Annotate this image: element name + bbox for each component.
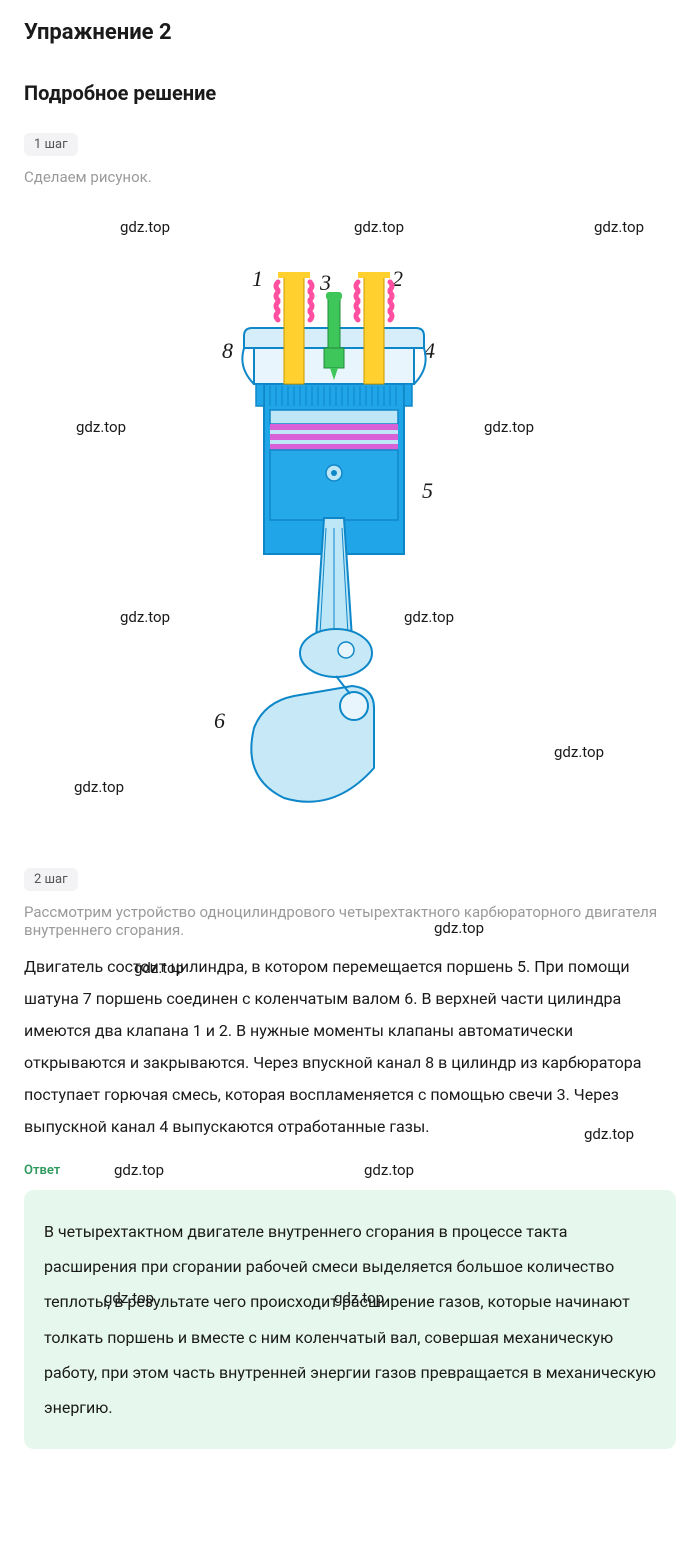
watermark: gdz.top bbox=[120, 218, 170, 236]
watermark: gdz.top bbox=[594, 218, 644, 236]
engine-svg bbox=[224, 258, 444, 818]
step2-badge: 2 шаг bbox=[24, 868, 78, 891]
watermark: gdz.top bbox=[364, 1161, 414, 1179]
watermark: gdz.top bbox=[74, 778, 124, 796]
step2-caption: Рассмотрим устройство одноцилиндрового ч… bbox=[24, 903, 676, 939]
exercise-title: Упражнение 2 bbox=[24, 20, 676, 45]
watermark: gdz.top bbox=[134, 959, 184, 977]
watermark: gdz.top bbox=[484, 418, 534, 436]
watermark: gdz.top bbox=[554, 743, 604, 761]
watermark: gdz.top bbox=[334, 1282, 384, 1315]
solution-title: Подробное решение bbox=[24, 81, 676, 105]
answer-box: В четырехтактном двигателе внутреннего с… bbox=[24, 1190, 676, 1449]
watermark: gdz.top bbox=[104, 1282, 154, 1315]
answer-text: В четырехтактном двигателе внутреннего с… bbox=[44, 1222, 656, 1417]
step2-body: Двигатель состоит цилиндра, в котором пе… bbox=[24, 951, 676, 1143]
watermark: gdz.top bbox=[76, 418, 126, 436]
watermark: gdz.top bbox=[354, 218, 404, 236]
watermark: gdz.top bbox=[584, 1125, 634, 1143]
engine-diagram: gdz.top gdz.top gdz.top gdz.top gdz.top … bbox=[24, 198, 674, 838]
step1-caption: Сделаем рисунок. bbox=[24, 168, 676, 186]
watermark: gdz.top bbox=[114, 1161, 164, 1179]
watermark: gdz.top bbox=[120, 608, 170, 626]
watermark: gdz.top bbox=[434, 919, 484, 937]
step1-badge: 1 шаг bbox=[24, 133, 78, 156]
